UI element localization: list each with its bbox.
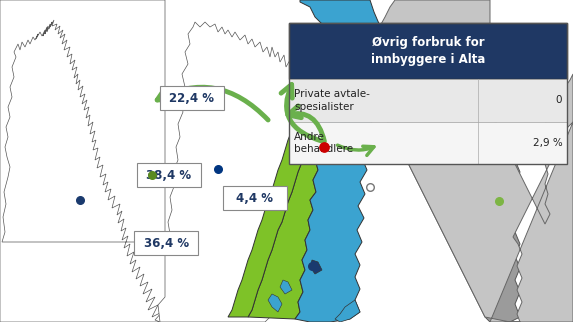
Polygon shape <box>248 102 325 319</box>
Point <box>319 144 328 149</box>
Polygon shape <box>295 0 380 322</box>
Point <box>213 166 222 172</box>
Polygon shape <box>158 22 320 322</box>
Text: Andre
behandlere: Andre behandlere <box>295 132 354 154</box>
FancyBboxPatch shape <box>137 164 201 187</box>
Point <box>365 184 374 189</box>
Point <box>147 173 156 178</box>
FancyBboxPatch shape <box>289 122 567 164</box>
Polygon shape <box>370 62 520 322</box>
FancyBboxPatch shape <box>223 186 287 210</box>
Polygon shape <box>335 300 360 322</box>
Polygon shape <box>0 0 165 322</box>
FancyBboxPatch shape <box>289 23 567 79</box>
Text: 36,4 %: 36,4 % <box>144 237 189 250</box>
Text: Private avtale-
spesialister: Private avtale- spesialister <box>295 89 370 112</box>
Text: Øvrig forbruk for
innbyggere i Alta: Øvrig forbruk for innbyggere i Alta <box>371 36 485 66</box>
Text: 0: 0 <box>556 95 562 106</box>
Text: 38,4 %: 38,4 % <box>147 169 191 182</box>
Polygon shape <box>228 42 340 317</box>
Text: 2,9 %: 2,9 % <box>532 138 562 148</box>
Point <box>308 263 317 268</box>
FancyBboxPatch shape <box>160 86 224 110</box>
FancyBboxPatch shape <box>134 231 198 255</box>
Polygon shape <box>370 0 573 322</box>
Polygon shape <box>310 260 322 274</box>
Text: 22,4 %: 22,4 % <box>170 92 214 105</box>
FancyBboxPatch shape <box>289 79 567 122</box>
Text: 4,4 %: 4,4 % <box>237 192 273 204</box>
Polygon shape <box>268 294 282 312</box>
Polygon shape <box>280 280 292 294</box>
Point <box>494 199 503 204</box>
Point <box>76 197 85 202</box>
